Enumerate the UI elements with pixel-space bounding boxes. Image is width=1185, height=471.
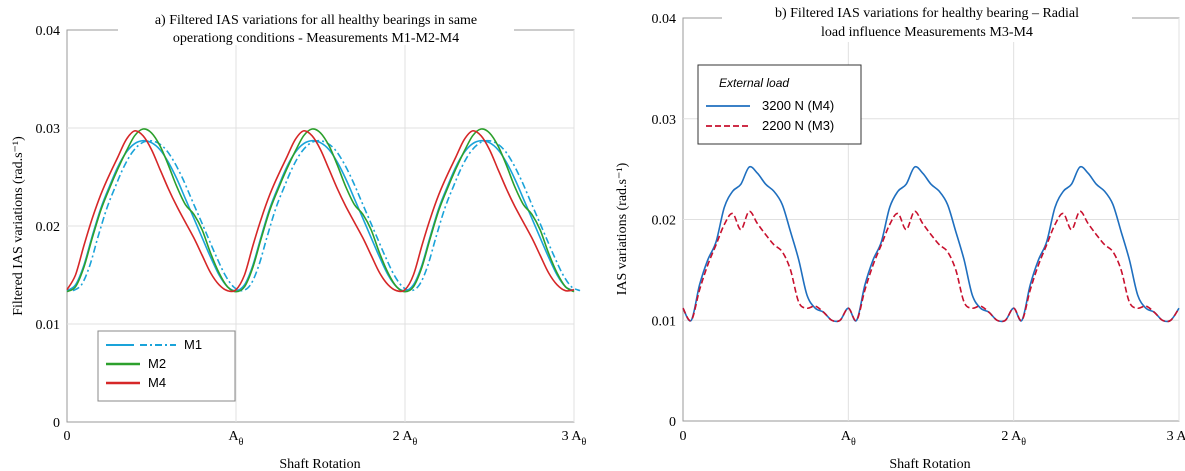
series-group-a bbox=[66, 128, 581, 293]
ytick-label-a-2: 0.02 bbox=[36, 220, 61, 235]
legend-a-label-m2: M2 bbox=[148, 356, 166, 371]
title-b-line2: load influence Measurements M3-M4 bbox=[821, 25, 1033, 40]
ytick-label-b-2: 0.02 bbox=[652, 214, 677, 229]
legend-b-title: External load bbox=[719, 76, 789, 90]
ticks-a: 0 0.01 0.02 0.03 0.04 0 Aθ 2 Aθ 3 Aθ bbox=[36, 24, 587, 448]
ylabel-a: Filtered IAS variations (rad.s⁻¹) bbox=[11, 136, 26, 316]
xtick-label-b-1: Aθ bbox=[841, 429, 856, 448]
series-line-b-0 bbox=[682, 165, 1180, 323]
ytick-label-a-3: 0.03 bbox=[36, 122, 61, 137]
ytick-label-a-4: 0.04 bbox=[36, 24, 61, 39]
xtick-label-a-0: 0 bbox=[64, 429, 71, 444]
grid-a bbox=[67, 30, 575, 422]
series-line-a-0 bbox=[66, 139, 575, 292]
legend-b-label-m4: 3200 N (M4) bbox=[762, 98, 834, 113]
legend-a-label-m4: M4 bbox=[148, 375, 166, 390]
series-line-a-1 bbox=[66, 128, 575, 293]
xtick-label-a-1: Aθ bbox=[229, 429, 244, 448]
ylabel-b: IAS variations (rad.s⁻¹) bbox=[615, 162, 630, 295]
ytick-label-b-3: 0.03 bbox=[652, 113, 677, 128]
xtick-label-b-2: 2 Aθ bbox=[1001, 429, 1026, 448]
ytick-label-a-0: 0 bbox=[53, 416, 60, 431]
panel-b: 0 0.01 0.02 0.03 0.04 0 Aθ 2 Aθ 3 Aθ b) Filtered… bbox=[615, 2, 1185, 471]
title-bg-b bbox=[722, 2, 1132, 42]
panel-a: 0 0.01 0.02 0.03 0.04 0 Aθ 2 Aθ 3 Aθ a) Filtered… bbox=[11, 9, 587, 471]
title-bg-a bbox=[118, 9, 514, 45]
title-a-line2: operationg conditions - Measurements M1-… bbox=[173, 31, 459, 46]
xlabel-a: Shaft Rotation bbox=[279, 457, 360, 471]
ticks-b: 0 0.01 0.02 0.03 0.04 0 Aθ 2 Aθ 3 Aθ bbox=[652, 12, 1185, 448]
title-a-line1: a) Filtered IAS variations for all healt… bbox=[155, 13, 477, 28]
legend-a bbox=[97, 330, 236, 402]
series-line-a-2 bbox=[66, 130, 575, 293]
legend-a-label-m1: M1 bbox=[184, 337, 202, 352]
title-b-line1: b) Filtered IAS variations for healthy b… bbox=[775, 6, 1079, 21]
xtick-label-b-0: 0 bbox=[680, 429, 687, 444]
ytick-label-b-0: 0 bbox=[669, 415, 676, 430]
xtick-label-b-3: 3 Aθ bbox=[1167, 429, 1185, 448]
xlabel-b: Shaft Rotation bbox=[889, 457, 970, 471]
legend-b bbox=[697, 64, 862, 145]
xtick-label-a-3: 3 Aθ bbox=[562, 429, 587, 448]
series-line-b-1 bbox=[682, 210, 1180, 323]
ytick-label-b-4: 0.04 bbox=[652, 12, 677, 27]
ytick-label-b-1: 0.01 bbox=[652, 314, 677, 329]
ytick-label-a-1: 0.01 bbox=[36, 318, 61, 333]
series-group-b bbox=[682, 165, 1180, 323]
legend-b-label-m3: 2200 N (M3) bbox=[762, 118, 834, 133]
xtick-label-a-2: 2 Aθ bbox=[393, 429, 418, 448]
